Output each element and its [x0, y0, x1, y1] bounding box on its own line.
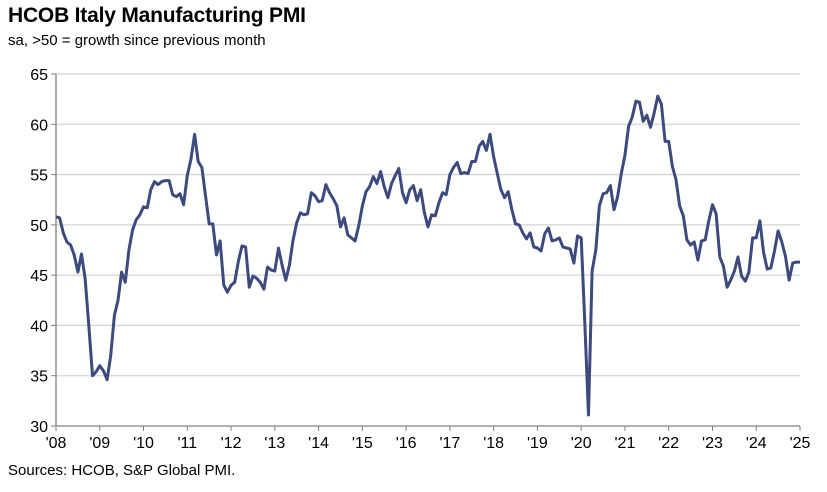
x-tick-label: '10	[133, 435, 154, 452]
x-tick-label: '17	[439, 435, 460, 452]
x-tick-label: '11	[177, 435, 197, 452]
y-tick-label: 65	[30, 67, 48, 84]
y-tick-label: 35	[30, 369, 48, 386]
y-tick-label: 40	[30, 318, 48, 335]
x-tick-label: '24	[746, 435, 767, 452]
x-tick-label: '14	[308, 435, 329, 452]
chart-title: HCOB Italy Manufacturing PMI	[8, 4, 306, 27]
x-tick-label: '15	[352, 435, 373, 452]
chart-subtitle: sa, >50 = growth since previous month	[8, 32, 266, 49]
y-tick-label: 60	[30, 117, 48, 134]
x-tick-label: '22	[658, 435, 679, 452]
x-tick-label: '19	[527, 435, 548, 452]
y-tick-label: 50	[30, 218, 48, 235]
x-tick-label: '25	[790, 435, 811, 452]
x-tick-label: '12	[221, 435, 242, 452]
x-tick-label: '16	[396, 435, 417, 452]
series-layer	[55, 94, 800, 417]
x-tick-label: '09	[89, 435, 110, 452]
chart-source: Sources: HCOB, S&P Global PMI.	[8, 462, 236, 479]
x-tick-label: '23	[702, 435, 723, 452]
x-tick-label: '08	[46, 435, 67, 452]
x-tick-label: '20	[571, 435, 592, 452]
y-tick-label: 30	[30, 419, 48, 436]
y-tick-label: 45	[30, 268, 48, 285]
x-axis: '08 '09 '10 '11 '12 '13 '14 '15 '16 '17 '18 '19 '20 '…	[46, 425, 811, 452]
y-tick-label: 55	[30, 168, 48, 185]
x-tick-label: '21	[615, 435, 636, 452]
x-tick-label: '18	[483, 435, 504, 452]
pmi-series-line	[55, 94, 800, 417]
y-axis: 30 35 40 45 50 55 60 65	[30, 67, 57, 436]
x-tick-label: '13	[264, 435, 285, 452]
